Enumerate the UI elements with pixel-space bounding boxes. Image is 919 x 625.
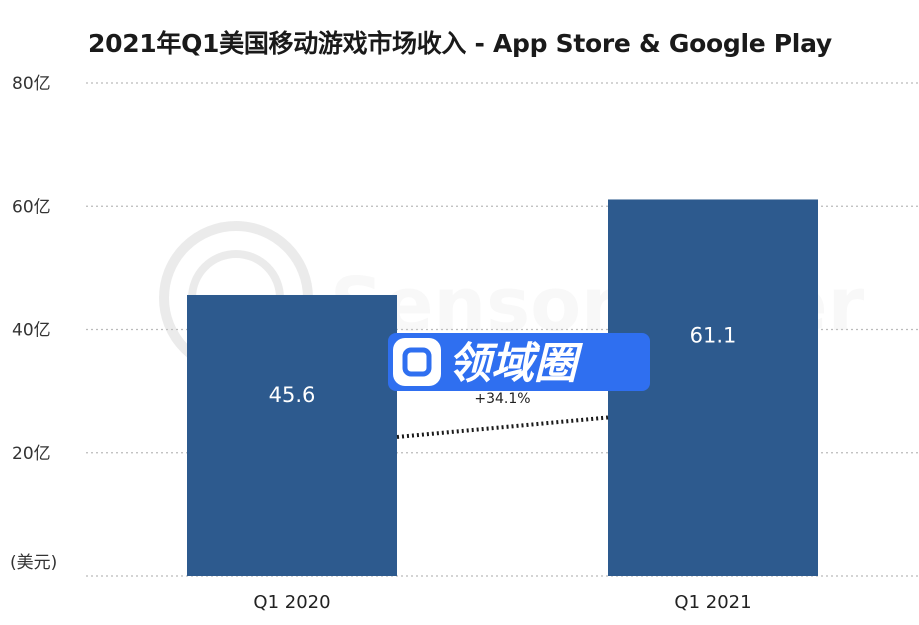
x-tick-label: Q1 2020 (253, 592, 330, 613)
bar-value-label: 45.6 (269, 383, 316, 407)
y-tick-label: 40亿 (12, 321, 51, 341)
badge-logo-icon (393, 338, 441, 386)
chart-title: 2021年Q1美国移动游戏市场收入 - App Store & Google P… (88, 29, 832, 58)
bar (187, 294, 397, 576)
badge-text: 领域圈 (448, 339, 584, 389)
badge-background (388, 333, 650, 391)
gridlines (86, 82, 919, 577)
lingyuquan-badge: 领域圈 (388, 333, 650, 391)
growth-connector (396, 415, 609, 439)
bars: 45.6 61.1 (187, 199, 818, 576)
growth-annotation: +34.1% (396, 391, 609, 439)
y-tick-label: 80亿 (12, 74, 51, 94)
growth-label: +34.1% (474, 391, 530, 407)
x-axis-labels: Q1 2020 Q1 2021 (253, 592, 751, 613)
unit-label: (美元) (10, 553, 57, 573)
y-tick-label: 20亿 (12, 444, 51, 464)
x-tick-label: Q1 2021 (674, 592, 751, 613)
bar-value-label: 61.1 (690, 324, 737, 348)
y-axis-ticks: 20亿 40亿 60亿 80亿 (12, 74, 51, 464)
y-tick-label: 60亿 (12, 197, 51, 217)
